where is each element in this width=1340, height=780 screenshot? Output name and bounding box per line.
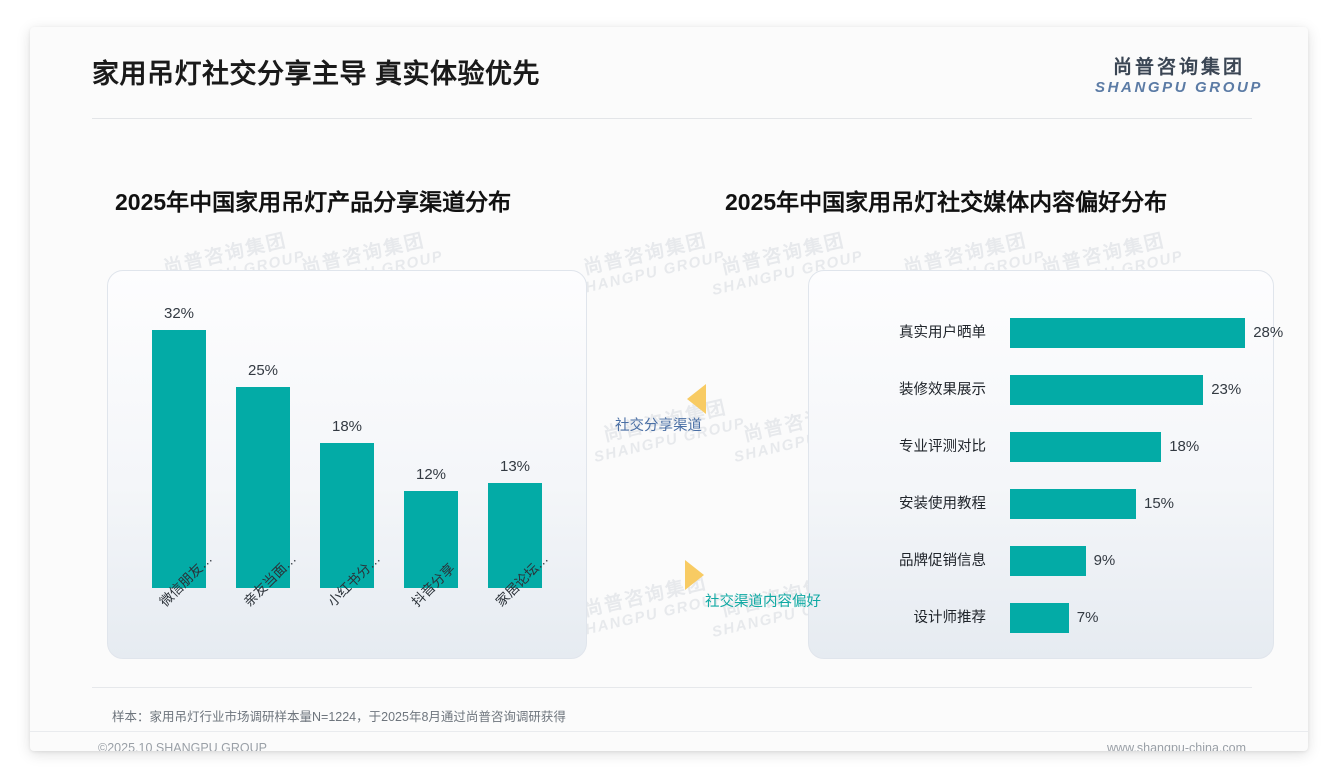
logo-chinese-name: 尚普咨询集团 xyxy=(1113,57,1246,78)
bar-value-label: 7% xyxy=(1076,609,1099,626)
bar-category-label: 装修效果展示 xyxy=(899,382,986,398)
bar-rect xyxy=(320,443,374,588)
bar-rect xyxy=(1010,318,1246,348)
sample-footnote: 样本：家用吊灯行业市场调研样本量N=1224，于2025年8月通过尚普咨询调研获… xyxy=(112,710,566,724)
bar-rect xyxy=(236,386,290,588)
slide-canvas: 家用吊灯社交分享主导 真实体验优先 尚普咨询集团 SHANGPU GROUP 2… xyxy=(30,27,1308,751)
bar-value-label: 28% xyxy=(1253,324,1284,341)
triangle-right-icon xyxy=(685,560,704,590)
bar-value-label: 13% xyxy=(499,458,531,476)
annotation-label: 社交渠道内容偏好 xyxy=(705,594,821,610)
footer-divider xyxy=(30,731,1308,732)
bar-row: 专业评测对比 18% xyxy=(808,430,1274,464)
bar-rect xyxy=(1010,489,1136,519)
bar-rect xyxy=(1010,603,1069,633)
header-divider xyxy=(92,118,1252,119)
bar-category-label: 专业评测对比 xyxy=(899,439,986,455)
bar-row: 真实用户晒单 28% xyxy=(808,316,1283,350)
bar-value-label: 12% xyxy=(415,466,447,484)
bar-rect xyxy=(1010,432,1162,462)
bar-rect xyxy=(1010,546,1086,576)
vertical-bar-plot-area: 32% 微信朋友… 25% 亲友当面… 18% 小红书分… 12% 抖音分享 13% 家居论坛… xyxy=(137,298,557,609)
bar-value-label: 32% xyxy=(163,305,195,323)
bar-row: 设计师推荐 7% xyxy=(808,601,1274,635)
company-logo: 尚普咨询集团 SHANGPU GROUP xyxy=(1095,57,1263,97)
left-chart-title: 2025年中国家用吊灯产品分享渠道分布 xyxy=(115,189,512,215)
bar-value-label: 25% xyxy=(247,361,279,379)
bar-rect xyxy=(152,330,206,588)
bar-row: 装修效果展示 23% xyxy=(808,373,1274,407)
footer-copyright: ©2025.10 SHANGPU GROUP xyxy=(98,741,267,751)
bar-row: 安装使用教程 15% xyxy=(808,487,1274,521)
bar-row: 品牌促销信息 9% xyxy=(808,544,1274,578)
bar-rect xyxy=(488,483,542,588)
horizontal-bar-chart: 真实用户晒单 28% 装修效果展示 23% 专业评测对比 18% 安装使用教程 15% 品牌促销… xyxy=(808,270,1283,659)
annotation-label: 社交分享渠道 xyxy=(615,418,702,434)
bar-value-label: 9% xyxy=(1093,552,1116,569)
vertical-bar-chart: 32% 微信朋友… 25% 亲友当面… 18% 小红书分… 12% 抖音分享 13% 家居论坛… xyxy=(107,270,587,659)
right-chart-title: 2025年中国家用吊灯社交媒体内容偏好分布 xyxy=(725,189,1168,215)
bar-category-label: 安装使用教程 xyxy=(899,496,986,512)
bar-category-label: 品牌促销信息 xyxy=(899,553,986,569)
bar-rect xyxy=(1010,375,1204,405)
slide-header: 家用吊灯社交分享主导 真实体验优先 尚普咨询集团 SHANGPU GROUP xyxy=(30,27,1308,119)
logo-english-name: SHANGPU GROUP xyxy=(1095,78,1263,96)
bar-value-label: 18% xyxy=(331,418,363,435)
bar-value-label: 18% xyxy=(1169,438,1200,455)
page-title: 家用吊灯社交分享主导 真实体验优先 xyxy=(92,59,541,89)
bar-category-label: 真实用户晒单 xyxy=(899,325,986,341)
bar-rect xyxy=(404,491,458,588)
footer-website[interactable]: www.shangpu-china.com xyxy=(1107,741,1246,751)
bar-category-label: 设计师推荐 xyxy=(913,610,987,626)
bar-value-label: 15% xyxy=(1144,495,1175,512)
footnote-divider xyxy=(92,687,1252,688)
bar-value-label: 23% xyxy=(1211,381,1242,398)
triangle-left-icon xyxy=(687,384,706,414)
